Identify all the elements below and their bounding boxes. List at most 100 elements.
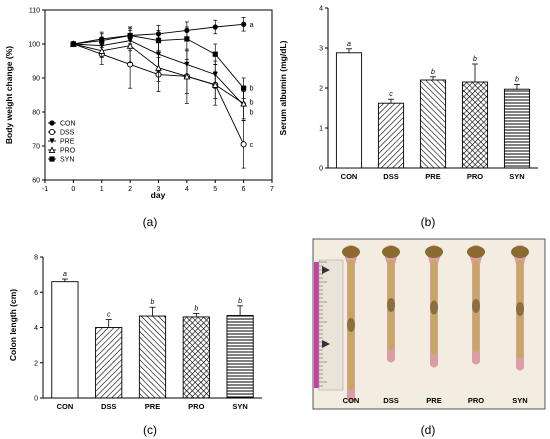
data-point [240, 99, 247, 107]
cecum [511, 246, 529, 258]
bar-pro [182, 316, 210, 399]
x-axis-label: day [151, 190, 166, 200]
serum-albumin-chart: 0 1 2 3 4 a CON c DSS b PRE b PRO b SYN Serum albumin… [278, 6, 538, 181]
category-label: DSS [383, 172, 398, 181]
significance-letter: b [250, 110, 254, 117]
legend-marker [49, 120, 55, 126]
y-tick-label: 1 [319, 126, 323, 133]
arrow-marker [322, 340, 330, 348]
legend-marker [48, 128, 56, 136]
data-point [241, 21, 247, 27]
category-label: CON [341, 172, 358, 181]
colon-pro [467, 245, 485, 365]
cecum [382, 246, 400, 258]
significance-letter: b [431, 69, 435, 76]
category-label: PRO [188, 402, 204, 411]
x-tick-label: 0 [71, 186, 75, 193]
series-syn [70, 26, 247, 99]
significance-letter: b [473, 56, 477, 63]
y-tick-label: 60 [32, 178, 40, 185]
data-point [241, 85, 247, 91]
panel-label-d: (d) [421, 423, 436, 437]
y-tick-label: 4 [34, 325, 38, 332]
colon-syn [511, 245, 529, 371]
category-label: PRE [145, 402, 160, 411]
y-tick-label: 4 [319, 6, 323, 13]
significance-letter: a [347, 41, 351, 48]
colon-dss [382, 245, 400, 363]
significance-letter: a [250, 22, 254, 29]
x-tick-label: 6 [242, 186, 246, 193]
legend-label: DSS [60, 130, 75, 137]
legend: CON DSS PRE PRO SYN [48, 120, 76, 164]
stool-pellet [430, 300, 438, 315]
y-tick-label: 3 [319, 46, 323, 53]
x-tick-label: 7 [270, 186, 274, 193]
y-tick-label: 0 [34, 396, 38, 403]
data-point [212, 51, 218, 57]
bar-pro [461, 81, 489, 169]
x-tick-label: 3 [157, 186, 161, 193]
legend-marker [48, 146, 56, 154]
significance-letter: c [389, 91, 393, 98]
category-label: PRE [425, 172, 440, 181]
significance-letter: b [250, 86, 254, 93]
ruler-stripe [314, 262, 319, 388]
cecum [467, 246, 485, 258]
data-point [155, 38, 162, 44]
significance-letter: b [194, 305, 198, 312]
data-point [240, 141, 247, 148]
panel-label-b: (b) [421, 215, 436, 229]
stool-pellet [387, 298, 395, 312]
x-tick-label: 4 [185, 186, 189, 193]
bar-syn [503, 88, 531, 169]
category-label: CON [57, 402, 74, 411]
photo-label-dss: DSS [383, 396, 398, 405]
y-tick-label: 90 [32, 76, 40, 83]
bar-syn [226, 315, 254, 399]
data-point [126, 42, 134, 49]
bar-dss [377, 102, 405, 169]
bar-pre [419, 79, 447, 169]
photo-label-syn: SYN [512, 396, 527, 405]
legend-label: CON [60, 121, 76, 128]
category-label: DSS [101, 402, 116, 411]
bar-con [335, 52, 363, 169]
y-tick-label: 70 [32, 144, 40, 151]
y-tick-label: 80 [32, 110, 40, 117]
data-point [212, 24, 218, 30]
legend-label: PRE [60, 139, 75, 146]
colon-length-chart: 0 2 4 6 8 a CON c DSS b PRE b PRO b SYN Colon length … [8, 255, 262, 411]
x-tick-label: 1 [100, 186, 104, 193]
stool-pellet [516, 302, 524, 316]
colon-photo: CON DSS PRE PRO SYN [312, 238, 546, 410]
significance-letter: c [107, 312, 111, 319]
x-tick-label: 5 [213, 186, 217, 193]
y-tick-label: 100 [28, 42, 40, 49]
photo-label-pro: PRO [468, 396, 484, 405]
significance-letter: b [515, 76, 519, 83]
significance-letter: a [63, 271, 67, 278]
legend-label: SYN [60, 157, 74, 164]
significance-letter: b [151, 299, 155, 306]
arrow-marker [322, 266, 330, 274]
data-point [183, 72, 191, 80]
photo-label-pre: PRE [426, 396, 441, 405]
y-axis-label: Serum albumin (mg/dL) [278, 40, 288, 135]
legend-label: PRO [60, 148, 76, 155]
y-tick-label: 110 [29, 8, 40, 15]
category-label: PRO [467, 172, 483, 181]
significance-letter: c [250, 142, 254, 149]
data-point [155, 64, 162, 71]
photo-label-con: CON [343, 396, 360, 405]
x-tick-label: 2 [128, 186, 132, 193]
panel-label-a: (a) [143, 215, 158, 229]
colon-con [342, 245, 360, 403]
y-tick-label: 2 [34, 360, 38, 367]
data-point [184, 36, 190, 42]
category-label: SYN [509, 172, 524, 181]
y-tick-label: 2 [319, 86, 323, 93]
bar-pre [138, 315, 167, 399]
